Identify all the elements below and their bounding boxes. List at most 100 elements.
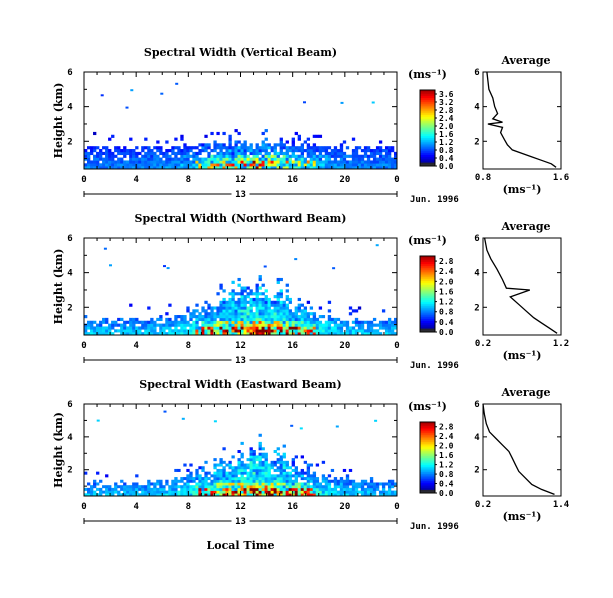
heatmap-cell — [174, 137, 178, 141]
heatmap-cell — [231, 323, 235, 327]
heatmap-cell — [300, 157, 304, 161]
heatmap-cell — [288, 160, 292, 164]
heatmap-cell — [186, 157, 190, 161]
heatmap-cell — [123, 326, 127, 330]
heatmap-cell — [393, 154, 398, 158]
heatmap-cell — [156, 487, 160, 491]
heatmap-cell — [150, 320, 154, 324]
heatmap-cell — [198, 160, 202, 164]
heatmap-cell — [288, 482, 292, 486]
colorbar-segment — [420, 478, 435, 481]
heatmap-cell — [138, 163, 142, 167]
heatmap-cell — [294, 306, 298, 310]
heatmap-cell — [342, 323, 347, 327]
heatmap-cell — [207, 317, 211, 322]
heatmap-cell — [342, 151, 347, 156]
heatmap-cell — [273, 300, 277, 304]
heatmap-cell — [228, 479, 232, 483]
heatmap-cell — [225, 300, 229, 304]
heatmap-cell — [231, 317, 235, 322]
heatmap-cell — [276, 160, 280, 164]
heatmap-cell — [294, 474, 298, 478]
heatmap-cell — [189, 160, 193, 164]
heatmap-cell — [282, 326, 286, 330]
colorbar-tick-label: 1.2 — [439, 298, 454, 307]
heatmap-cell — [240, 452, 244, 456]
heatmap-cell — [123, 149, 127, 153]
heatmap-cell — [177, 146, 181, 150]
heatmap-cell — [126, 332, 130, 336]
heatmap-cell — [258, 444, 262, 448]
heatmap-cell — [252, 471, 256, 475]
heatmap-cell — [243, 157, 247, 161]
heatmap-cell — [252, 300, 256, 304]
heatmap-cell — [186, 146, 190, 150]
heatmap-cell — [339, 151, 344, 156]
heatmap-cell — [384, 163, 389, 167]
heatmap-cell — [189, 166, 193, 170]
heatmap-cell — [285, 474, 289, 478]
date-bar: 13 Jun. 1996 — [83, 189, 459, 205]
heatmap-cell — [270, 312, 274, 316]
heatmap-cell — [282, 455, 286, 459]
heatmap-cell — [240, 320, 244, 324]
colorbar-segment — [420, 425, 435, 428]
heatmap-cell — [351, 485, 356, 489]
heatmap-cell — [240, 297, 244, 302]
heatmap-cell — [264, 315, 268, 319]
heatmap-cell — [324, 146, 329, 150]
heatmap-cell — [240, 303, 244, 307]
heatmap-cell — [252, 490, 256, 494]
heatmap-cell — [204, 149, 208, 153]
heatmap-cell — [288, 485, 292, 489]
heatmap-cell — [234, 477, 238, 481]
heatmap-cell — [150, 323, 154, 327]
heatmap-cell — [84, 149, 88, 153]
heatmap-cell — [147, 149, 151, 153]
heatmap-cell — [156, 163, 160, 167]
heatmap-cell — [255, 306, 259, 310]
heatmap-cell — [291, 474, 295, 478]
colorbar-tick-label: 1.6 — [439, 451, 454, 460]
heatmap-cell — [381, 160, 386, 164]
heatmap-cell — [309, 323, 314, 327]
colorbar-segment — [420, 97, 435, 100]
heatmap-cell — [375, 160, 380, 164]
heatmap-cell — [285, 163, 289, 167]
heatmap-cell — [264, 300, 268, 304]
heatmap-cell — [261, 149, 265, 153]
heatmap-cell — [252, 303, 256, 307]
heatmap-cell — [372, 151, 377, 156]
heatmap-cell — [339, 157, 344, 161]
heatmap-cell — [216, 315, 220, 319]
heatmap-cell — [213, 154, 217, 158]
heatmap-cell — [192, 320, 196, 324]
heatmap-cell — [291, 151, 295, 156]
heatmap-cell — [201, 157, 205, 161]
heatmap-cell — [336, 154, 341, 158]
heatmap-cell — [282, 151, 286, 156]
heatmap-cell — [237, 485, 241, 489]
heatmap-cell — [180, 134, 184, 138]
heatmap-cell — [183, 149, 187, 153]
heatmap-cell — [231, 474, 235, 478]
heatmap-cell — [234, 303, 238, 307]
heatmap-cell — [126, 490, 130, 494]
heatmap-cell — [390, 146, 395, 150]
heatmap-cell — [114, 323, 118, 327]
heatmap-cell — [297, 490, 301, 494]
heatmap-cell — [252, 312, 256, 316]
heatmap-cell — [345, 166, 350, 170]
heatmap-cell — [300, 477, 304, 481]
heatmap-cell — [165, 163, 169, 167]
heatmap-cell — [249, 479, 253, 483]
heatmap-cell — [300, 146, 304, 150]
heatmap-cell — [225, 323, 229, 327]
heatmap-cell — [282, 474, 286, 478]
date-label: 13 — [235, 517, 246, 527]
heatmap-cell — [189, 487, 193, 491]
heatmap-cell — [357, 154, 362, 158]
heatmap-cell — [177, 323, 181, 327]
heatmap-cell — [243, 477, 247, 481]
heatmap-cell — [231, 315, 235, 319]
